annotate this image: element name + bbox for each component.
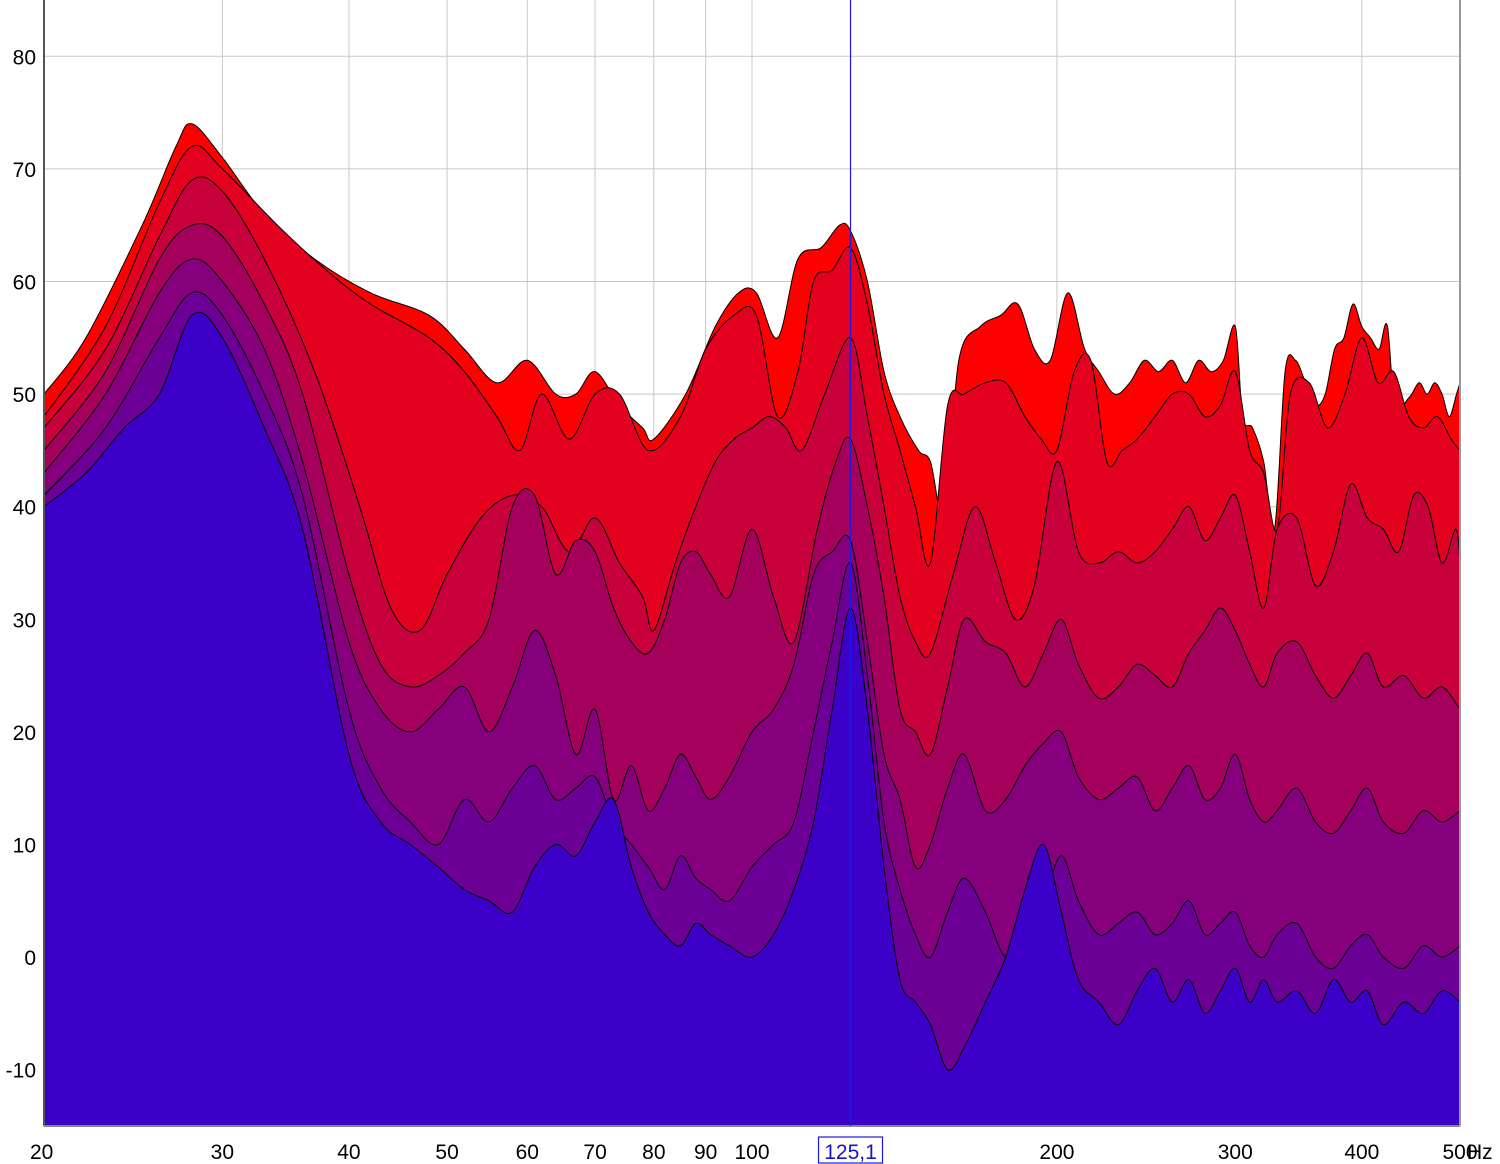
x-tick-label: 300: [1218, 1141, 1253, 1164]
y-tick-label: 40: [13, 497, 36, 520]
axes: [43, 0, 1461, 1127]
y-tick-label: 10: [13, 835, 36, 858]
x-tick-label: 30: [211, 1141, 234, 1164]
y-tick-label: -10: [6, 1060, 36, 1083]
series-line-6: [43, 291, 1461, 970]
series-areas: [43, 123, 1461, 1127]
series-area-7: [44, 312, 1460, 1126]
series-line-5: [43, 258, 1461, 870]
series-line-2: [43, 144, 1461, 567]
cursor-readout-label: 125,1: [824, 1141, 877, 1164]
series-line-3: [43, 176, 1461, 658]
series-line-1: [43, 123, 1461, 532]
x-tick-label: 70: [583, 1141, 606, 1164]
x-tick-label: 20: [30, 1141, 53, 1164]
y-tick-label: 50: [13, 384, 36, 407]
y-tick-label: 30: [13, 609, 36, 632]
series-line-4: [43, 223, 1461, 757]
y-tick-label: 60: [13, 272, 36, 295]
x-tick-label: 40: [337, 1141, 360, 1164]
tick-labels: -10 0 10 20 30 40 50 60 70 80 20 30 40 50 60 70 80 90 100 2…: [6, 46, 1493, 1164]
x-tick-label: 200: [1039, 1141, 1074, 1164]
cursor-readout-box: [817, 1136, 884, 1164]
x-unit-label: Hz: [1467, 1141, 1493, 1164]
x-tick-label: 500: [1442, 1141, 1477, 1164]
y-tick-label: 0: [24, 947, 36, 970]
x-tick-label: 90: [694, 1141, 717, 1164]
y-tick-label: 80: [13, 46, 36, 69]
y-tick-label: 20: [13, 722, 36, 745]
x-tick-label: 400: [1344, 1141, 1379, 1164]
x-tick-label: 60: [516, 1141, 539, 1164]
series-line-7: [43, 311, 1461, 1071]
frequency-cursor[interactable]: 125,1: [817, 0, 884, 1164]
x-tick-label: 80: [642, 1141, 665, 1164]
y-tick-label: 70: [13, 159, 36, 182]
x-tick-label: 50: [435, 1141, 458, 1164]
x-tick-label: 100: [734, 1141, 769, 1164]
